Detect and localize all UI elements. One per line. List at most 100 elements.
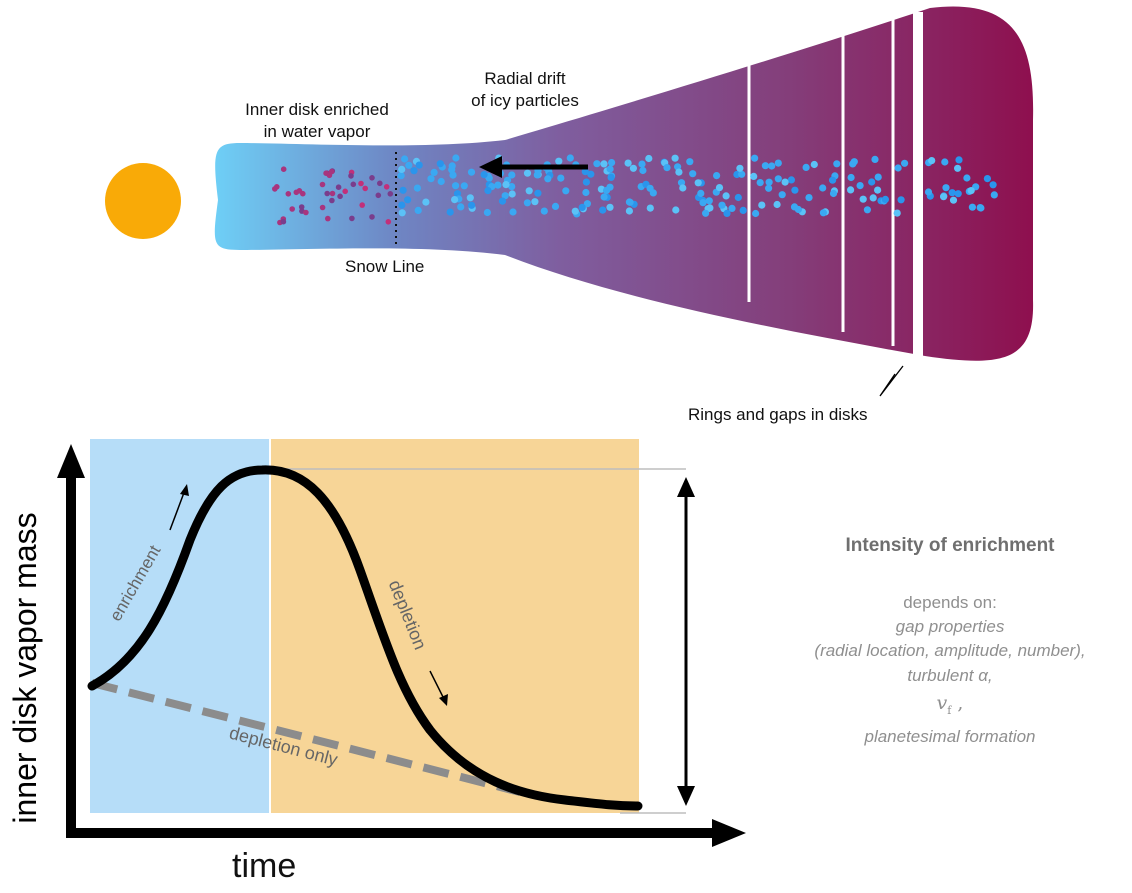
vapor-particle bbox=[285, 191, 292, 197]
icy-particle bbox=[638, 160, 646, 168]
icy-particle bbox=[738, 170, 746, 178]
enrichment-arrow bbox=[169, 489, 186, 531]
icy-particle bbox=[624, 159, 632, 167]
y-axis-arrow bbox=[57, 444, 85, 478]
icy-particle bbox=[523, 199, 532, 207]
icy-particle bbox=[897, 196, 905, 204]
icy-particle bbox=[525, 187, 533, 195]
icy-particle bbox=[414, 206, 422, 214]
icy-particle bbox=[863, 206, 872, 214]
icy-particle bbox=[451, 196, 459, 204]
snow-line-label: Snow Line bbox=[345, 257, 425, 276]
icy-particle bbox=[430, 168, 438, 176]
icy-particle bbox=[405, 161, 413, 169]
icy-particle bbox=[829, 176, 837, 184]
icy-particle bbox=[566, 154, 574, 162]
icy-particle bbox=[773, 200, 781, 209]
icy-particle bbox=[398, 165, 406, 173]
vapor-particle bbox=[377, 180, 383, 187]
icy-particle bbox=[415, 161, 423, 169]
icy-particle bbox=[446, 208, 454, 216]
icy-particle bbox=[977, 204, 985, 212]
icy-particle bbox=[494, 181, 502, 189]
vf-comma: , bbox=[951, 692, 964, 714]
icy-particle bbox=[893, 209, 901, 217]
icy-particle bbox=[501, 192, 509, 200]
x-axis-label: time bbox=[232, 847, 297, 885]
vapor-particle bbox=[328, 168, 335, 175]
icy-particle bbox=[901, 159, 909, 167]
icy-particle bbox=[645, 154, 653, 163]
icy-particle bbox=[508, 190, 516, 198]
icy-particle bbox=[467, 168, 476, 176]
icy-particle bbox=[983, 175, 992, 183]
icy-particle bbox=[625, 198, 634, 206]
icy-particle bbox=[686, 158, 694, 166]
gap-details-label: (radial location, amplitude, number), bbox=[814, 641, 1086, 660]
depends-on-label: depends on: bbox=[903, 593, 997, 612]
icy-particle bbox=[802, 163, 810, 171]
icy-particle bbox=[480, 171, 488, 179]
icy-particle bbox=[404, 196, 412, 204]
disk-gaps bbox=[747, 12, 923, 360]
icy-particle bbox=[869, 194, 877, 202]
icy-particle bbox=[583, 200, 592, 208]
icy-particle bbox=[805, 194, 813, 202]
vapor-particle bbox=[385, 219, 392, 225]
rings-pointer bbox=[879, 365, 904, 397]
icy-particle bbox=[460, 182, 468, 190]
icy-particle bbox=[894, 164, 902, 172]
icy-particle bbox=[452, 182, 460, 190]
icy-particle bbox=[508, 183, 516, 191]
fragmentation-velocity-label: vf , bbox=[770, 689, 1130, 725]
icy-particle bbox=[646, 204, 654, 212]
inner-disk-label-line-1: Inner disk enriched bbox=[245, 100, 389, 119]
vapor-particle bbox=[369, 214, 375, 220]
icy-particle bbox=[582, 188, 590, 197]
icy-particle bbox=[790, 203, 799, 211]
icy-particle bbox=[948, 189, 956, 197]
vapor-particle bbox=[348, 173, 354, 179]
planetesimal-formation-label: planetesimal formation bbox=[864, 726, 1036, 746]
icy-particle bbox=[928, 157, 936, 165]
icy-particle bbox=[705, 197, 713, 205]
icy-particle bbox=[606, 165, 614, 173]
vapor-particle bbox=[362, 185, 369, 192]
vapor-particle bbox=[289, 206, 296, 212]
vapor-particle bbox=[329, 190, 336, 197]
icy-particle bbox=[606, 183, 614, 191]
intensity-arrow-top bbox=[677, 477, 695, 497]
icy-particle bbox=[715, 184, 724, 192]
icy-particle bbox=[694, 179, 702, 187]
icy-particle bbox=[819, 184, 827, 192]
icy-particle bbox=[968, 203, 977, 211]
vapor-particle bbox=[383, 184, 390, 190]
icy-particle bbox=[963, 174, 971, 182]
icy-particle bbox=[398, 209, 406, 217]
icy-particle bbox=[954, 190, 962, 198]
vapor-particle bbox=[359, 202, 366, 208]
icy-particle bbox=[697, 189, 705, 197]
icy-particle bbox=[639, 166, 647, 175]
icy-particle bbox=[967, 187, 975, 195]
icy-particle bbox=[401, 155, 409, 163]
icy-particle bbox=[949, 196, 958, 204]
icy-particle bbox=[607, 173, 615, 181]
icy-particle bbox=[502, 181, 510, 189]
radial-drift-label-line-2: of icy particles bbox=[471, 91, 579, 110]
icy-particle bbox=[774, 159, 782, 167]
particles bbox=[272, 154, 998, 226]
icy-particle bbox=[437, 177, 445, 186]
icy-particle bbox=[608, 159, 616, 167]
icy-particle bbox=[422, 198, 430, 206]
icy-particle bbox=[728, 204, 736, 212]
vapor-particle bbox=[303, 209, 309, 216]
icy-particle bbox=[856, 182, 864, 190]
vapor-particle bbox=[319, 181, 326, 188]
icy-particle bbox=[544, 175, 552, 183]
icy-particle bbox=[940, 193, 948, 201]
icy-particle bbox=[859, 195, 867, 203]
vapor-particle bbox=[280, 166, 287, 172]
vapor-mass-curve bbox=[87, 465, 643, 811]
